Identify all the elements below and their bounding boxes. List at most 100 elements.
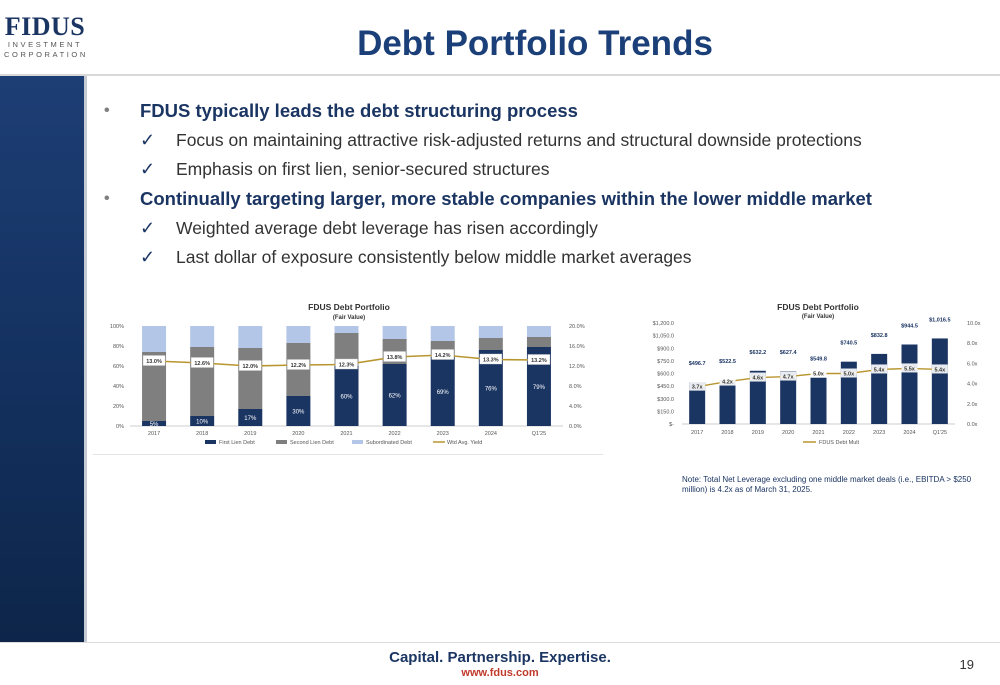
legend-second-lien-label: Second Lien Debt xyxy=(290,440,334,446)
multiple-label-box xyxy=(840,368,857,378)
multiple-label-box xyxy=(901,363,918,373)
multiple-data-label: 5.4x xyxy=(874,367,886,373)
page-title: Debt Portfolio Trends xyxy=(357,24,713,63)
yield-data-label: 13.3% xyxy=(483,358,499,364)
subordinated-bar xyxy=(190,326,215,347)
legend-subordinated-label: Subordinated Debt xyxy=(366,440,412,446)
y2-tick-label: 0.0x xyxy=(967,422,978,428)
yield-label-box xyxy=(383,351,406,362)
first-lien-data-label: 5% xyxy=(150,422,159,428)
checkmark-icon: ✓ xyxy=(140,247,156,267)
sub-bullet-text: Emphasis on first lien, senior-secured s… xyxy=(176,159,550,179)
x-tick-label: Q1'25 xyxy=(933,430,948,436)
debt-value-label: $496.7 xyxy=(689,361,706,367)
yield-label-box xyxy=(142,355,166,366)
x-tick-label: 2022 xyxy=(388,431,400,437)
y-tick-label: $300.0 xyxy=(657,397,674,403)
debt-value-bar xyxy=(810,377,827,424)
debt-value-bar xyxy=(901,344,918,424)
multiple-label-box xyxy=(749,372,766,382)
sidebar-edge xyxy=(84,76,87,642)
footer-tagline: Capital. Partnership. Expertise. xyxy=(389,649,611,666)
y2-tick-label: 6.0x xyxy=(967,361,978,367)
x-tick-label: 2020 xyxy=(782,430,794,436)
first-lien-data-label: 60% xyxy=(340,395,353,401)
company-logo: FIDUS INVESTMENT CORPORATION xyxy=(4,14,86,60)
yield-data-label: 12.3% xyxy=(339,363,355,369)
yield-data-label: 12.0% xyxy=(242,364,258,370)
x-tick-label: 2017 xyxy=(691,430,703,436)
y-tick-label: $150.0 xyxy=(657,409,674,415)
first-lien-bar xyxy=(382,364,407,426)
bullet-icon: • xyxy=(104,102,110,119)
legend-debt-mult-label: FDUS Debt Mult xyxy=(819,440,860,446)
footnote: Note: Total Net Leverage excluding one m… xyxy=(682,475,972,494)
first-lien-data-label: 76% xyxy=(485,387,498,393)
page-number: 19 xyxy=(959,657,974,672)
y-tick-label: 80% xyxy=(113,344,124,350)
header-divider xyxy=(0,74,1000,76)
chart-subtitle: (Fair Value) xyxy=(333,315,365,321)
x-tick-label: 2023 xyxy=(873,430,885,436)
yield-data-label: 13.8% xyxy=(387,355,403,361)
debt-value-bar xyxy=(871,353,888,424)
y2-tick-label: 10.0x xyxy=(967,321,981,327)
subordinated-bar xyxy=(382,326,407,339)
y2-tick-label: 4.0x xyxy=(967,382,978,388)
y-tick-label: 100% xyxy=(110,324,124,330)
multiple-data-label: 4.6x xyxy=(752,376,764,382)
y2-tick-label: 8.0% xyxy=(569,384,582,390)
legend-yield-label: Wtd Avg. Yield xyxy=(447,440,482,446)
x-tick-label: 2024 xyxy=(903,430,915,436)
y2-tick-label: 2.0x xyxy=(967,402,978,408)
multiple-label-box xyxy=(931,364,948,374)
x-tick-label: 2018 xyxy=(196,431,208,437)
y-tick-label: 60% xyxy=(113,364,124,370)
first-lien-bar xyxy=(238,409,263,426)
first-lien-bar xyxy=(286,396,311,426)
subordinated-bar xyxy=(334,326,359,333)
subordinated-bar xyxy=(286,326,311,343)
yield-label-box xyxy=(527,354,551,365)
subordinated-bar xyxy=(142,326,167,352)
debt-mix-chart: FDUS Debt Portfolio (Fair Value) 0% 20% 40% 6… xyxy=(110,302,585,446)
multiple-data-label: 4.2x xyxy=(722,380,734,386)
yield-label-box xyxy=(190,357,214,368)
y-tick-label: $750.0 xyxy=(657,359,674,365)
debt-value-label: $632.2 xyxy=(749,350,766,356)
debt-value-label: $549.8 xyxy=(810,357,827,363)
sub-bullet-text: Focus on maintaining attractive risk-adj… xyxy=(176,130,862,150)
y2-tick-label: 4.0% xyxy=(569,404,582,410)
yield-data-label: 14.2% xyxy=(435,353,451,359)
yield-label-box xyxy=(287,359,310,370)
sub-bullet-text: Last dollar of exposure consistently bel… xyxy=(176,247,692,267)
debt-value-chart: FDUS Debt Portfolio (Fair Value) $- $150.0 $… xyxy=(653,302,981,446)
second-lien-bar xyxy=(238,348,263,409)
sub-bullet-item: ✓ Emphasis on first lien, senior-secured… xyxy=(100,155,980,184)
x-tick-label: 2024 xyxy=(485,431,497,437)
x-tick-label: 2022 xyxy=(843,430,855,436)
multiple-data-label: 5.0x xyxy=(843,372,855,378)
first-lien-bar xyxy=(142,421,167,426)
debt-value-label: $832.8 xyxy=(871,333,888,339)
y-tick-label: $600.0 xyxy=(657,372,674,378)
multiple-data-label: 4.7x xyxy=(783,375,795,381)
debt-value-bar xyxy=(749,370,766,424)
bullet-icon: • xyxy=(104,190,110,207)
logo-line-3: CORPORATION xyxy=(4,50,88,59)
y-tick-label: 20% xyxy=(113,404,124,410)
multiple-label-box xyxy=(780,371,797,381)
debt-value-bar xyxy=(689,382,706,424)
footer-website-link[interactable]: www.fdus.com xyxy=(461,667,539,679)
chart-divider xyxy=(93,454,603,455)
logo-wordmark: FIDUS xyxy=(4,12,86,41)
multiple-label-box xyxy=(810,368,827,378)
y2-tick-label: 16.0% xyxy=(569,344,585,350)
first-lien-bar xyxy=(190,416,215,426)
bullet-item: • FDUS typically leads the debt structur… xyxy=(100,96,980,126)
bullet-text: FDUS typically leads the debt structurin… xyxy=(140,100,578,121)
bullet-text: Continually targeting larger, more stabl… xyxy=(140,188,872,209)
x-tick-label: 2020 xyxy=(292,431,304,437)
x-tick-label: 2018 xyxy=(721,430,733,436)
y2-tick-label: 12.0% xyxy=(569,364,585,370)
